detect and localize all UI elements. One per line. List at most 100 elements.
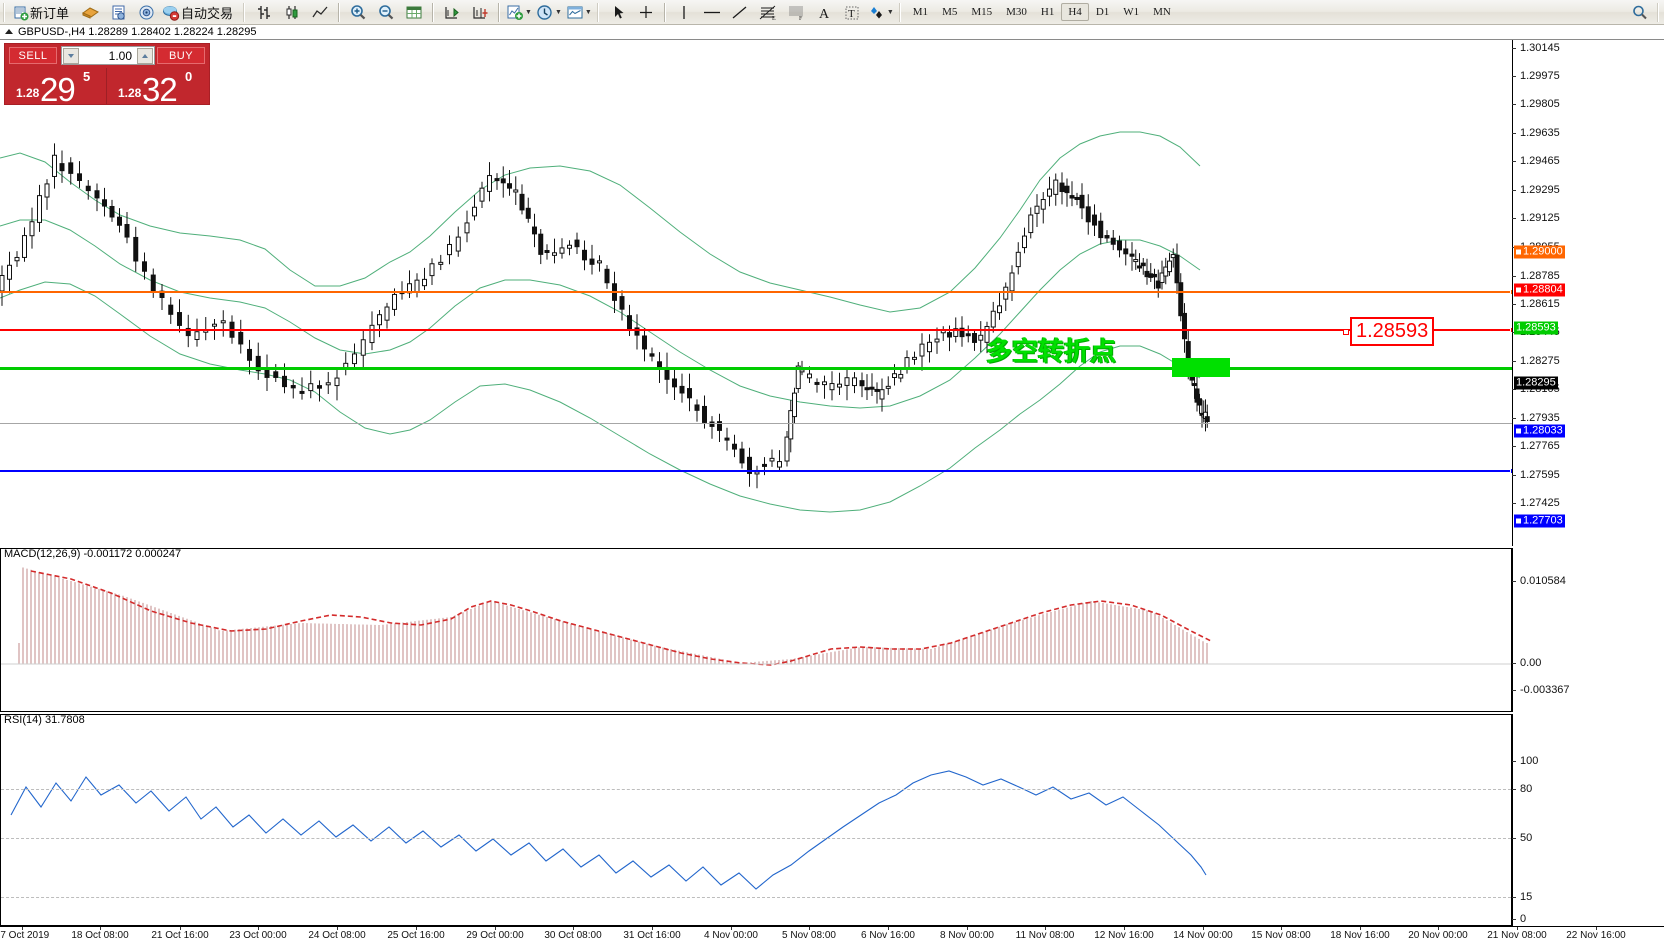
indicators-dropdown-arrow[interactable]: ▼ [525,8,532,16]
macd-histogram [18,567,1208,664]
sell-button[interactable]: SELL [9,47,57,64]
grid-button[interactable] [400,1,428,24]
candle-body [859,380,865,387]
rsi-panel[interactable]: RSI(14) 31.7808 [0,714,1512,926]
timeframe-mn[interactable]: MN [1153,6,1171,18]
date-tick-label: 11 Nov 08:00 [1015,930,1075,941]
price-callout-box[interactable]: 1.28593 [1343,317,1435,346]
candle-body [500,178,506,184]
text-button[interactable]: A [810,1,838,24]
price-tag-1.29000[interactable]: 1.29000 [1514,245,1565,259]
autotrading-button[interactable]: 自动交易 [160,1,240,24]
candle-body [185,327,191,337]
shapes-button[interactable]: ▼ [866,1,896,24]
timeframe-w1[interactable]: W1 [1123,6,1140,18]
date-tick [1517,927,1518,930]
crosshair-button[interactable] [632,1,660,24]
trendline-button[interactable] [726,1,754,24]
vertical-line-button[interactable] [670,1,698,24]
candle-body [912,356,917,360]
macd-axis[interactable]: 0.010584 0.00 -0.003367 [1512,548,1664,712]
level-line-resistance-red[interactable] [0,327,1516,333]
candle-body [1015,251,1021,268]
period-dropdown-arrow[interactable]: ▼ [554,8,562,16]
candle-body [168,304,174,315]
price-chart-panel[interactable]: 多空转折点 [0,40,1516,564]
timeframe-m1[interactable]: M1 [912,6,929,18]
zoom-out-icon [379,4,394,19]
level-line-support-green[interactable] [0,367,1512,370]
buy-price-sup: 0 [185,69,193,84]
price-tag-1.28593[interactable]: 1.28593 [1514,321,1558,335]
timeframe-h1[interactable]: H1 [1040,6,1055,18]
timeframe-m15[interactable]: M15 [971,6,993,18]
level-line-resistance-orange[interactable] [0,289,1516,295]
level-line-support-blue-1[interactable] [0,468,1516,474]
candle-body [247,348,252,361]
candle-body [807,373,812,379]
indicators-button[interactable]: ▼ [504,1,534,24]
chart-symbol-label: GBPUSD-,H4 1.28289 1.28402 1.28224 1.282… [18,26,257,38]
axis-tick-label: 1.27425 [1520,497,1560,509]
data-window-button[interactable] [104,1,132,24]
shapes-dropdown-arrow[interactable]: ▼ [886,8,894,16]
axis-tick-label: 1.28615 [1520,298,1560,310]
templates-dropdown-arrow[interactable]: ▼ [584,8,592,16]
navigator-button[interactable] [132,1,160,24]
fibonacci-button[interactable]: E [754,1,782,24]
price-axis[interactable]: 1.30145 1.29975 1.29805 1.29635 1.29465 1.292… [1512,40,1664,546]
date-tick [416,927,417,930]
candle-body [1085,206,1091,223]
buy-button[interactable]: BUY [157,47,205,64]
date-axis[interactable]: 17 Oct 2019 18 Oct 08:00 21 Oct 16:00 23 Oc… [0,926,1664,948]
volume-increase-button[interactable] [137,48,153,64]
rsi-axis[interactable]: 100 80 50 15 0 [1512,714,1664,926]
text-label-button[interactable]: T [838,1,866,24]
chart-shift-button[interactable] [466,1,494,24]
one-click-trading-panel[interactable]: SELL BUY 1.28 29 5 1.28 32 0 [4,43,210,105]
candle-body [972,333,977,343]
sell-price-display[interactable]: 1.28 29 5 [7,68,107,104]
help-search-button[interactable] [1626,1,1654,24]
macd-panel[interactable]: MACD(12,26,9) -0.001172 0.000247 [0,548,1512,712]
timeframe-m5[interactable]: M5 [942,6,958,18]
period-button[interactable]: ▼ [534,1,564,24]
buy-price-display[interactable]: 1.28 32 0 [109,68,208,104]
indicators-icon [507,5,524,20]
price-tag-1.27703[interactable]: 1.27703 [1514,514,1565,528]
zoom-out-button[interactable] [372,1,400,24]
date-tick-label: 17 Oct 2019 [0,930,50,941]
timeframe-m30[interactable]: M30 [1006,6,1027,18]
bar-chart-button[interactable] [250,1,278,24]
volume-input[interactable] [74,48,134,64]
zoom-in-button[interactable] [344,1,372,24]
line-chart-button[interactable] [306,1,334,24]
candlestick-chart-button[interactable] [278,1,306,24]
toolbar-grip-2[interactable] [243,2,248,22]
timeframe-d1[interactable]: D1 [1095,6,1110,18]
templates-button[interactable]: ▼ [564,1,594,24]
cursor-button[interactable] [604,1,632,24]
toolbar-grip-5[interactable] [1657,2,1661,22]
toolbar-grip[interactable] [3,2,7,22]
timeframe-h4[interactable]: H4 [1061,3,1089,21]
candle-body [788,410,794,440]
toolbar-grip-3[interactable] [596,2,601,22]
candle-body [392,293,397,310]
auto-scroll-button[interactable] [438,1,466,24]
horizontal-line-button[interactable] [698,1,726,24]
channel-button[interactable]: F [782,1,810,24]
chart-annotation-turning-point[interactable]: 多空转折点 [986,337,1117,367]
volume-stepper[interactable] [61,46,155,65]
axis-tick-label: -0.003367 [1520,684,1570,696]
price-tag-1.28033[interactable]: 1.28033 [1514,424,1565,438]
expert-advisor-button[interactable] [76,1,104,24]
price-tag-1.28804[interactable]: 1.28804 [1514,283,1565,297]
candle-body [724,437,730,441]
toolbar-grip-4[interactable] [898,2,903,22]
candle-body [978,334,984,341]
candle-body [762,463,767,467]
new-order-button[interactable]: 新订单 [10,1,76,24]
candle-body [455,236,461,252]
chart-collapse-icon[interactable] [5,29,13,34]
